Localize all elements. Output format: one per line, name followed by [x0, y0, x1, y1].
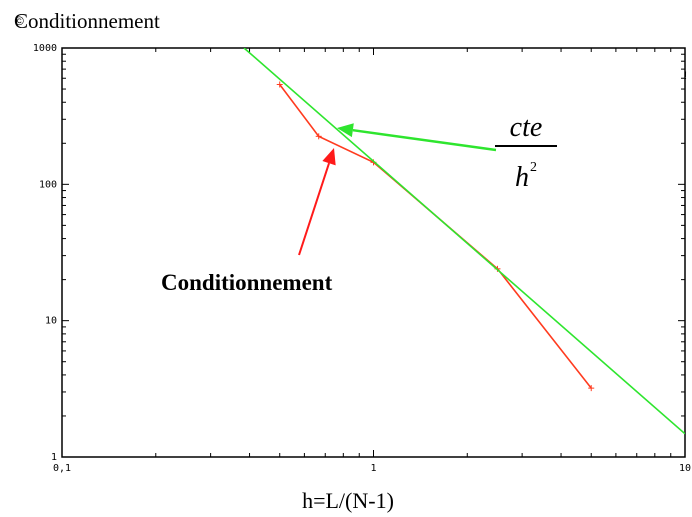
green-arrow-shaft — [352, 128, 497, 152]
x-tick-label: 1 — [370, 463, 376, 474]
right-edge-mark: ! — [684, 70, 688, 82]
red-arrow-head — [322, 148, 336, 166]
fraction-numerator: cte — [509, 112, 543, 143]
fraction-bar — [495, 145, 557, 147]
red-arrow-shaft — [298, 162, 330, 256]
plot-frame — [61, 47, 686, 458]
red-arrow — [298, 148, 336, 256]
y-tick-label: 1 — [51, 452, 57, 463]
annotation-arrows — [298, 123, 497, 256]
y-tick-label: 1000 — [33, 43, 57, 54]
green-arrow-head — [337, 123, 354, 138]
series-line-1 — [243, 48, 685, 435]
series-point-0 — [315, 133, 322, 140]
cte-over-h2-annotation: cte h2 — [495, 113, 557, 193]
series-point-0 — [588, 385, 595, 392]
x-tick-label: 10 — [679, 463, 691, 474]
fraction-denominator: h — [515, 162, 529, 193]
green-arrow — [337, 123, 497, 152]
x-axis-label: h=L/(N-1) — [302, 488, 394, 513]
series-point-0 — [276, 81, 283, 88]
fraction-exponent: 2 — [530, 160, 537, 175]
conditionnement-annotation: Conditionnement — [161, 270, 333, 295]
title-mark: © — [15, 14, 24, 28]
fraction-denominator-wrap: h2 — [495, 149, 557, 193]
x-tick-label: 0,1 — [53, 463, 71, 474]
series-layer — [243, 48, 685, 435]
y-tick-label: 10 — [45, 316, 57, 327]
chart-title: Conditionnement — [14, 9, 160, 33]
y-tick-label: 100 — [39, 179, 57, 190]
